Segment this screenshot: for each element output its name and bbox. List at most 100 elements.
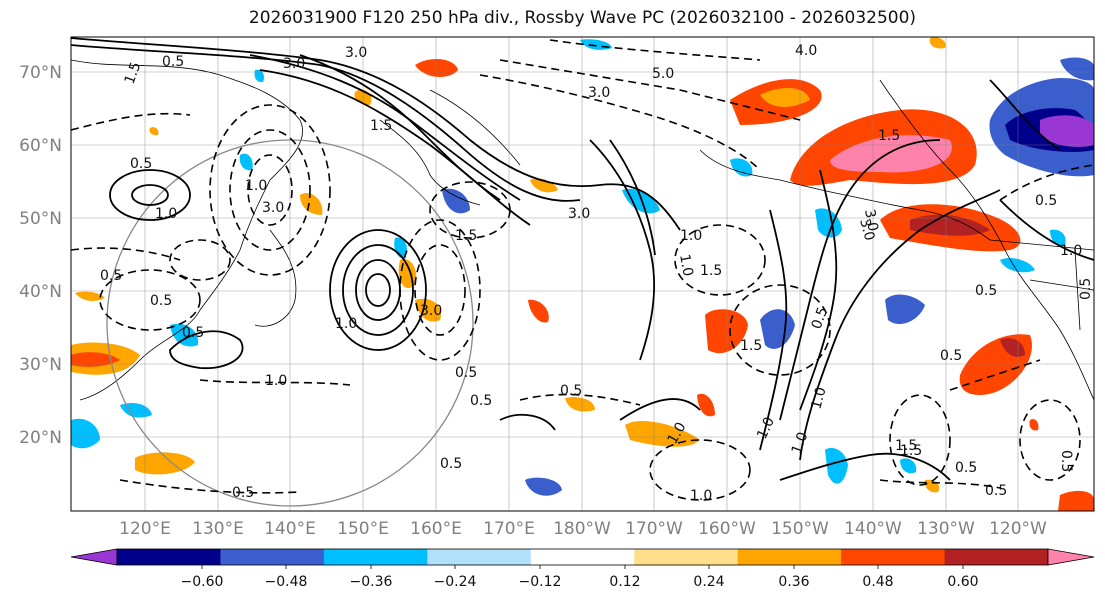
contour-label: 1.5 [455, 228, 477, 244]
plot-area [71, 37, 1094, 511]
contour-label: 3.0 [283, 56, 305, 72]
contour-label: 1.5 [895, 438, 917, 454]
contour-label: 1.0 [808, 385, 829, 411]
contour-label: 1.0 [335, 316, 357, 332]
plot-frame [70, 36, 1095, 512]
contour-label: 3.0 [861, 208, 881, 233]
contour-label: 4.0 [795, 43, 817, 59]
lat-label: 50°N [19, 209, 62, 229]
contour-label: 0.5 [1078, 278, 1094, 300]
contour-label: 1.0 [676, 253, 696, 278]
colorbar-min-arrow [70, 548, 118, 566]
lon-label: 130°E [192, 519, 244, 539]
colorbar-tick: −0.36 [350, 574, 393, 590]
longitude-labels: 120°E 130°E 140°E 150°E 160°E 170°E 180°… [119, 519, 1047, 539]
colorbar: −0.60 −0.48 −0.36 −0.24 −0.12 0.12 0.24 … [70, 548, 1095, 590]
solid-contours [71, 37, 1094, 481]
lat-label: 30°N [19, 355, 62, 375]
lon-label: 150°E [337, 519, 389, 539]
colorbar-swatch [323, 549, 428, 565]
contour-label: 3.0 [420, 303, 442, 319]
graticule [71, 37, 1094, 511]
contour-label: 0.5 [182, 325, 204, 341]
lon-label: 120°E [119, 519, 171, 539]
contour-label: 5.0 [652, 66, 674, 82]
contour-label: 1.0 [680, 228, 702, 244]
contour-label: 1.0 [155, 206, 177, 222]
contour-label: 0.5 [162, 54, 184, 70]
lon-label: 180°W [553, 519, 611, 539]
contour-label: 0.5 [232, 485, 254, 501]
colorbar-swatch [634, 549, 739, 565]
colorbar-swatch [841, 549, 946, 565]
lon-label: 150°W [771, 519, 829, 539]
contour-label: 3.0 [856, 217, 877, 243]
lon-label: 140°E [264, 519, 316, 539]
contour-label: 0.5 [1058, 450, 1074, 472]
colorbar-swatch [944, 549, 1049, 565]
contour-label: 0.5 [150, 293, 172, 309]
contour-label: 0.5 [455, 365, 477, 381]
contour-label: 1.5 [370, 118, 392, 134]
lon-label: 170°E [483, 519, 535, 539]
contour-label: 0.5 [809, 305, 832, 331]
colorbar-tick: −0.24 [434, 574, 477, 590]
contour-label: 0.5 [975, 283, 997, 299]
colorbar-tick: −0.60 [181, 574, 224, 590]
colorbar-tick: 0.36 [778, 574, 809, 590]
contour-label: 1.0 [245, 178, 267, 194]
colorbar-swatch [737, 549, 842, 565]
contour-label: 0.5 [560, 383, 582, 399]
contour-labels: 0.5 1.5 3.0 3.0 3.0 1.5 0.5 1.0 1.0 1.5 … [100, 43, 1094, 504]
colorbar-swatch [117, 549, 221, 565]
colorbar-max-arrow [1047, 548, 1095, 566]
lon-label: 170°W [625, 519, 683, 539]
contour-label: 0.5 [100, 268, 122, 284]
contour-label: 3.0 [588, 85, 610, 101]
contour-label: 0.5 [940, 348, 962, 364]
colorbar-tick: −0.48 [265, 574, 308, 590]
colorbar-swatch [427, 549, 532, 565]
contour-label: 0.5 [130, 156, 152, 172]
contour-label: 1.5 [878, 128, 900, 144]
contour-label: 0.5 [1035, 193, 1057, 209]
colorbar-swatch [220, 549, 325, 565]
map-title: 2026031900 F120 250 hPa div., Rossby Wav… [248, 8, 917, 28]
lon-label: 130°W [917, 519, 975, 539]
contour-label: 0.5 [440, 456, 462, 472]
reference-circle [106, 139, 474, 507]
divergence-shading [71, 37, 1094, 511]
contour-label: 1.0 [690, 488, 712, 504]
lat-label: 60°N [19, 136, 62, 156]
lat-label: 40°N [19, 282, 62, 302]
contour-label: 3.0 [568, 206, 590, 222]
contour-label: 1.5 [700, 263, 722, 279]
contour-label: 0.5 [955, 460, 977, 476]
contour-label: 0.5 [470, 393, 492, 409]
colorbar-swatch [530, 549, 635, 565]
contour-label: 3.0 [262, 200, 284, 216]
contour-label: 1.0 [789, 430, 812, 456]
contour-label: 1.5 [740, 338, 762, 354]
colorbar-tick: 0.12 [609, 574, 640, 590]
contour-label: 1.5 [122, 60, 145, 86]
colorbar-tick: −0.12 [519, 574, 562, 590]
colorbar-tick: 0.24 [693, 574, 724, 590]
contour-label: 1.0 [1060, 243, 1082, 259]
lon-label: 160°E [410, 519, 462, 539]
dashed-contours [71, 39, 1094, 501]
contour-label: 0.5 [985, 483, 1007, 499]
lat-label: 20°N [19, 428, 62, 448]
lon-label: 160°W [698, 519, 756, 539]
lon-label: 140°W [844, 519, 902, 539]
lat-label: 70°N [19, 63, 62, 83]
colorbar-segments [116, 548, 1049, 566]
contour-label: 3.0 [345, 45, 367, 61]
colorbar-tick: 0.48 [862, 574, 893, 590]
contour-label: 1.0 [265, 373, 287, 389]
colorbar-tick: 0.60 [947, 574, 978, 590]
latitude-labels: 70°N 60°N 50°N 40°N 30°N 20°N [19, 63, 62, 448]
contour-label: 1.5 [900, 443, 922, 459]
lon-label: 120°W [989, 519, 1047, 539]
